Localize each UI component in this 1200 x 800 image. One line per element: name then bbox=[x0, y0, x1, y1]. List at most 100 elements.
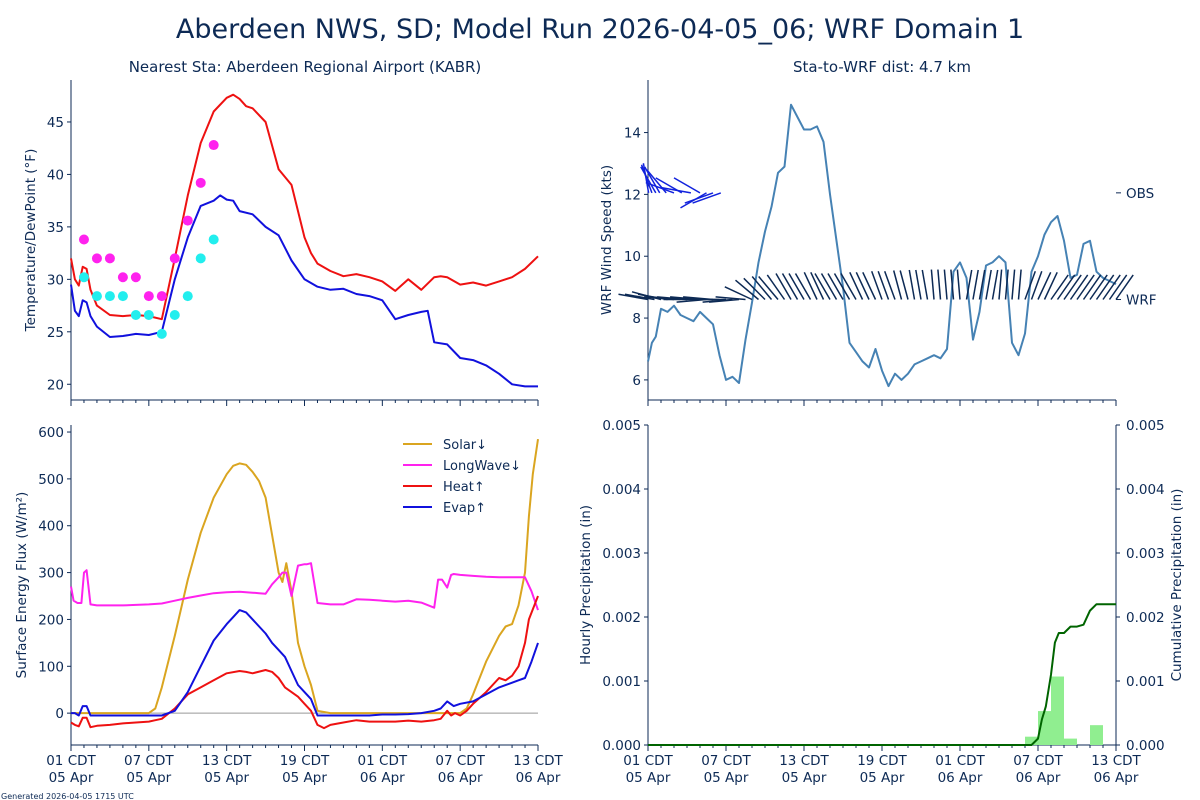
obs-temperature-point bbox=[91, 253, 102, 264]
wrf-wind-barb bbox=[965, 269, 973, 300]
obs-dewpoint-point bbox=[78, 272, 89, 283]
right-tick-label: 0.001 bbox=[1126, 674, 1165, 690]
obs-dewpoint-point bbox=[208, 234, 219, 245]
legend-label-heat: Heat↑ bbox=[443, 480, 485, 495]
wrf-wind-barb bbox=[803, 271, 818, 300]
x-tick-label: 07 CDT bbox=[1013, 753, 1063, 769]
wrf-wind-barb bbox=[1063, 274, 1082, 300]
wrf-wind-barb bbox=[840, 273, 857, 300]
wrf-wind-barb bbox=[751, 276, 773, 300]
wrf-wind-speed-line bbox=[647, 103, 1117, 388]
obs-wind-barb bbox=[640, 166, 657, 194]
panel-3-axes: 0.000 0.000 0.001 0.001 0.002 0.002 0.003 0.003… bbox=[602, 418, 1164, 786]
wrf-wind-barb bbox=[899, 270, 909, 300]
obs-temperature-point bbox=[130, 272, 141, 283]
y-tick-label: 45 bbox=[47, 115, 64, 131]
wrf-wind-barb bbox=[1102, 274, 1121, 300]
precip-ylabel: Hourly Precipitation (in) bbox=[578, 505, 594, 665]
wrf-wind-barb bbox=[1089, 274, 1108, 300]
y-tick-label: 20 bbox=[47, 377, 64, 393]
flux-plot bbox=[70, 438, 539, 730]
wrf-wind-barb bbox=[883, 271, 896, 300]
obs-temperature-point bbox=[182, 215, 193, 226]
x-tick-date: 05 Apr bbox=[782, 770, 827, 786]
wrf-wind-barb bbox=[943, 269, 948, 300]
wrf-wind-barb bbox=[991, 269, 999, 300]
wrf-wind-barb bbox=[1115, 274, 1134, 300]
y-tick-label: 40 bbox=[47, 167, 64, 183]
obs-wind-barb bbox=[645, 181, 675, 194]
solar-line bbox=[71, 438, 539, 715]
obs-wind-barb bbox=[661, 186, 692, 194]
wrf-wind-barb bbox=[870, 271, 883, 300]
wrf-wind-barb bbox=[998, 269, 1003, 300]
x-tick-label: 01 CDT bbox=[46, 753, 96, 769]
generated-footer: Generated 2026-04-05 1715 UTC bbox=[1, 792, 134, 800]
legend-label-longwave: LongWave↓ bbox=[443, 459, 521, 474]
right-tick-label: 0.000 bbox=[1126, 738, 1165, 754]
hourly-precip-bar bbox=[1051, 676, 1064, 745]
y-tick-label: 6 bbox=[632, 373, 641, 389]
x-tick-label: 13 CDT bbox=[513, 753, 563, 769]
wrf-wind-barb bbox=[781, 273, 799, 300]
wrf-wind-barb bbox=[743, 277, 766, 301]
y-tick-label: 12 bbox=[624, 187, 641, 203]
obs-temperature-point bbox=[208, 140, 219, 151]
x-tick-date: 05 Apr bbox=[626, 770, 671, 786]
wrf-wind-barb bbox=[892, 270, 903, 300]
wrf-wind-barb bbox=[775, 273, 792, 300]
temp-ylabel: Temperature/DewPoint (°F) bbox=[23, 149, 39, 333]
x-tick-label: 19 CDT bbox=[857, 753, 907, 769]
obs-temperature-point bbox=[143, 291, 154, 302]
wrf-wind-barb bbox=[715, 296, 746, 301]
wrf-temperature-line bbox=[70, 93, 539, 321]
x-tick-label: 01 CDT bbox=[358, 753, 408, 769]
y-tick-label: 14 bbox=[624, 126, 641, 142]
wrf-wind-barb bbox=[1024, 271, 1037, 300]
obs-temperature-point bbox=[156, 291, 167, 302]
wrf-wind-barb bbox=[1043, 271, 1058, 300]
x-tick-date: 05 Apr bbox=[126, 770, 171, 786]
wrf-wind-barb bbox=[1030, 271, 1043, 300]
wrf-wind-barb bbox=[915, 269, 922, 300]
right-tick-label: 0.004 bbox=[1126, 482, 1165, 498]
heat-line bbox=[70, 595, 539, 730]
x-tick-date: 05 Apr bbox=[704, 770, 749, 786]
wrf-wind-barb bbox=[877, 271, 890, 300]
wrf-wind-barb bbox=[766, 274, 786, 300]
flux-ylabel: Surface Energy Flux (W/m²) bbox=[14, 492, 30, 679]
y-tick-label: 35 bbox=[47, 220, 64, 236]
wrf-wind-barb bbox=[937, 269, 942, 300]
wrf-wind-barb bbox=[820, 273, 838, 300]
wrf-wind-barb bbox=[862, 271, 877, 300]
wrf-wind-barb bbox=[1076, 274, 1095, 300]
obs-temperature-point bbox=[78, 234, 89, 245]
cumulative-precip-line bbox=[648, 603, 1116, 746]
obs-temperature-point bbox=[169, 253, 180, 264]
x-tick-label: 07 CDT bbox=[435, 753, 485, 769]
obs-wind-barb bbox=[673, 177, 701, 194]
obs-wind-barb bbox=[684, 192, 714, 204]
y-tick-label: 0.005 bbox=[602, 418, 641, 434]
wind-panel-title: Sta-to-WRF dist: 4.7 km bbox=[793, 58, 971, 76]
right-tick-label: 0.002 bbox=[1126, 610, 1165, 626]
wrf-wind-barb bbox=[735, 279, 759, 301]
x-tick-date: 06 Apr bbox=[438, 770, 483, 786]
hourly-precip-bar bbox=[1090, 725, 1103, 745]
wrf-wind-barb bbox=[794, 273, 812, 300]
wrf-wind-barb bbox=[1004, 269, 1009, 300]
x-tick-date: 06 Apr bbox=[1016, 770, 1061, 786]
wrf-wind-barb bbox=[810, 271, 825, 300]
y-tick-label: 0.000 bbox=[602, 738, 641, 754]
hourly-precip-bar bbox=[1025, 736, 1038, 745]
wrf-wind-barb bbox=[956, 269, 961, 300]
x-tick-label: 07 CDT bbox=[124, 753, 174, 769]
wrf-wind-barb bbox=[788, 273, 805, 300]
wrf-wind-barb bbox=[1056, 274, 1076, 300]
right-tick-label: 0.005 bbox=[1126, 418, 1165, 434]
y-tick-label: 600 bbox=[38, 425, 64, 441]
x-tick-label: 13 CDT bbox=[1091, 753, 1141, 769]
panel-1-axes: 6 8 10 12 14 bbox=[624, 80, 1117, 406]
